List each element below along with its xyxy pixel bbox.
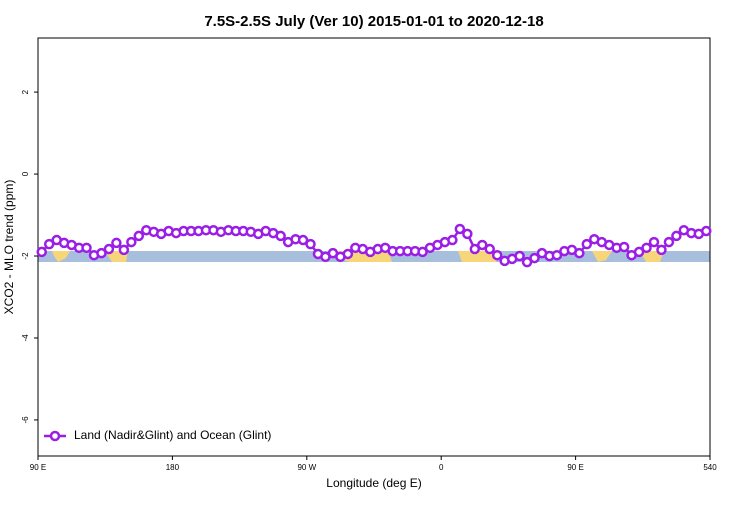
x-tick-label: 90 W (297, 463, 316, 472)
y-tick-label: 0 (21, 171, 30, 176)
data-point (469, 243, 481, 255)
data-point (454, 223, 466, 235)
data-point (133, 230, 145, 242)
data-point (417, 246, 428, 258)
data-point (648, 236, 660, 248)
data-point (671, 230, 682, 242)
legend-swatch-point (49, 430, 61, 442)
data-point (36, 246, 47, 258)
land (52, 251, 70, 262)
land (592, 251, 612, 262)
chart-title: 7.5S-2.5S July (Ver 10) 2015-01-01 to 20… (204, 13, 543, 30)
data-point (96, 247, 107, 259)
y-tick-label: -6 (21, 416, 30, 424)
x-tick-label: 180 (166, 463, 180, 472)
data-point (462, 228, 473, 240)
data-point (477, 239, 488, 251)
data-point (574, 247, 585, 259)
data-point (581, 238, 593, 250)
data-point (484, 243, 495, 255)
data-point (641, 242, 652, 254)
legend-label: Land (Nadir&Glint) and Ocean (Glint) (74, 428, 271, 442)
data-point (111, 237, 122, 249)
data-point (491, 249, 503, 261)
data-point (305, 238, 316, 250)
data-point (118, 244, 130, 256)
data-point (514, 250, 525, 262)
data-point (447, 234, 458, 246)
data-point (126, 236, 137, 248)
y-tick-label: 2 (21, 89, 30, 94)
x-tick-label: 540 (703, 463, 717, 472)
plot-frame (37, 37, 711, 457)
data-point (618, 241, 630, 253)
data-point (656, 244, 667, 256)
x-tick-label: 0 (439, 463, 444, 472)
x-tick-label: 90 E (30, 463, 46, 472)
data-point (43, 238, 55, 250)
data-point (633, 246, 645, 258)
data-point (297, 234, 309, 246)
data-point (103, 243, 115, 255)
y-tick-label: -2 (21, 252, 30, 260)
data-point (521, 256, 533, 268)
data-point (342, 248, 354, 260)
legend: Land (Nadir&Glint) and Ocean (Glint) (44, 428, 271, 442)
data-point (529, 252, 540, 264)
x-axis-label: Longitude (deg E) (326, 476, 421, 490)
data-point (275, 230, 286, 242)
x-tick-label: 90 E (567, 463, 583, 472)
data-point (663, 236, 675, 248)
data-point (701, 225, 712, 237)
y-tick-label: -4 (21, 334, 30, 342)
y-axis-label: XCO2 - MLO trend (ppm) (2, 180, 16, 315)
data-point (81, 242, 92, 254)
data-point (551, 249, 563, 261)
